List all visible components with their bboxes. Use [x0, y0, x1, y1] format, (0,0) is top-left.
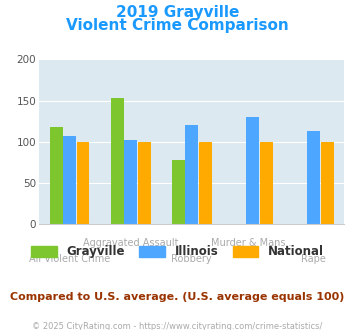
Text: Robbery: Robbery	[171, 254, 212, 264]
Text: Rape: Rape	[301, 254, 326, 264]
Text: Aggravated Assault: Aggravated Assault	[83, 238, 179, 248]
Legend: Grayville, Illinois, National: Grayville, Illinois, National	[26, 241, 329, 263]
Text: Murder & Mans...: Murder & Mans...	[211, 238, 295, 248]
Text: All Violent Crime: All Violent Crime	[29, 254, 110, 264]
Bar	[77, 142, 89, 224]
Text: Violent Crime Comparison: Violent Crime Comparison	[66, 18, 289, 33]
Bar	[321, 142, 334, 224]
Bar	[172, 160, 185, 224]
Bar	[185, 125, 198, 224]
Bar	[246, 117, 259, 224]
Bar	[199, 142, 212, 224]
Text: © 2025 CityRating.com - https://www.cityrating.com/crime-statistics/: © 2025 CityRating.com - https://www.city…	[32, 322, 323, 330]
Bar	[111, 98, 124, 224]
Bar	[138, 142, 151, 224]
Bar	[260, 142, 273, 224]
Bar	[50, 127, 62, 224]
Text: Compared to U.S. average. (U.S. average equals 100): Compared to U.S. average. (U.S. average …	[10, 292, 345, 302]
Bar	[307, 131, 320, 224]
Text: 2019 Grayville: 2019 Grayville	[116, 5, 239, 20]
Bar	[63, 136, 76, 224]
Bar	[124, 140, 137, 224]
